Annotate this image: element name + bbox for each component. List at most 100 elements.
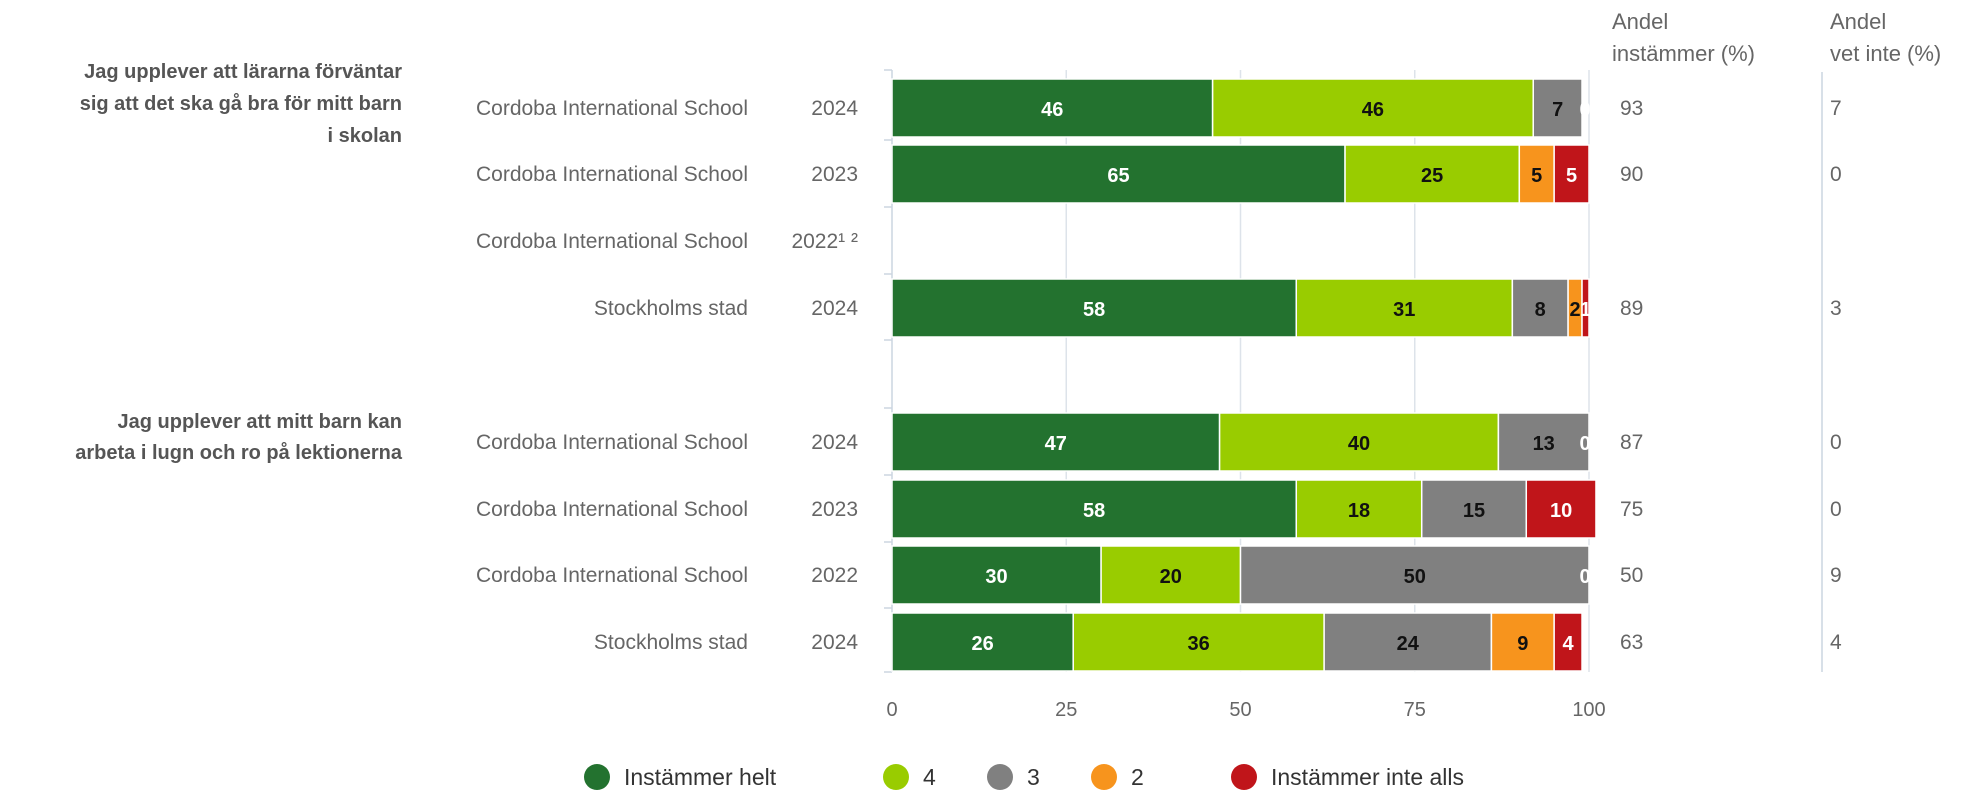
dontknow-value: 0	[1830, 431, 1842, 454]
bar-segment	[1511, 278, 1569, 338]
segment-label: 0	[1579, 566, 1590, 588]
segment-label: 58	[1083, 500, 1105, 522]
legend-marker[interactable]	[584, 764, 610, 790]
agree-value: 50	[1620, 564, 1643, 587]
row-school-label: Cordoba International School	[476, 564, 748, 587]
bar-segment	[1211, 78, 1534, 138]
bar-segment	[1295, 479, 1423, 539]
row-year-label: 2022¹ ²	[791, 230, 858, 253]
legend-label: Instämmer helt	[624, 764, 777, 790]
legend-label: 3	[1027, 764, 1040, 790]
row-school-label: Cordoba International School	[476, 163, 748, 186]
bar-segment	[1072, 612, 1325, 672]
segment-label: 25	[1421, 165, 1443, 187]
row-school-label: Cordoba International School	[476, 230, 748, 253]
segment-label: 46	[1362, 99, 1384, 121]
segment-label: 36	[1188, 633, 1210, 655]
header-dontknow-line2: vet inte (%)	[1830, 41, 1941, 66]
bar-segment	[1295, 278, 1514, 338]
row-school-label: Cordoba International School	[476, 498, 748, 521]
row-year-label: 2023	[811, 498, 858, 521]
bar-segment	[1497, 412, 1590, 472]
question-label: arbeta i lugn och ro på lektionerna	[75, 441, 403, 464]
segment-label: 8	[1535, 299, 1546, 321]
bar-segment	[891, 144, 1346, 204]
legend-marker[interactable]	[883, 764, 909, 790]
question-label: i skolan	[328, 125, 402, 147]
agree-value: 93	[1620, 97, 1643, 120]
bar-segment	[1420, 479, 1528, 539]
segment-label: 5	[1531, 165, 1542, 187]
row-school-label: Stockholms stad	[594, 297, 748, 320]
bar-segment	[1323, 612, 1493, 672]
row-year-label: 2024	[811, 297, 858, 320]
header-agree-line1: Andel	[1612, 9, 1668, 34]
segment-label: 20	[1160, 566, 1182, 588]
x-tick-label: 50	[1229, 699, 1251, 721]
dontknow-value: 9	[1830, 564, 1842, 587]
row-year-label: 2024	[811, 631, 858, 654]
agree-value: 75	[1620, 498, 1643, 521]
bar-segment	[1553, 612, 1583, 672]
segment-label: 4	[1563, 633, 1575, 655]
segment-label: 18	[1348, 500, 1370, 522]
x-tick-label: 0	[886, 699, 897, 721]
x-tick-label: 100	[1572, 699, 1605, 721]
segment-label: 47	[1045, 433, 1067, 455]
question-label: Jag upplever att mitt barn kan	[117, 411, 402, 433]
bar-segment	[891, 479, 1298, 539]
question-label: sig att det ska gå bra för mitt barn	[80, 92, 402, 115]
bar-segment	[891, 78, 1214, 138]
segment-label: 31	[1393, 299, 1415, 321]
question-label: Jag upplever att lärarna förväntar	[84, 61, 402, 83]
dontknow-value: 3	[1830, 297, 1842, 320]
segment-label: 9	[1517, 633, 1528, 655]
segment-label: 7	[1552, 99, 1563, 121]
bar-segment	[1525, 479, 1597, 539]
segment-label: 46	[1041, 99, 1063, 121]
row-school-label: Cordoba International School	[476, 97, 748, 120]
row-year-label: 2024	[811, 97, 858, 120]
segment-label: 58	[1083, 299, 1105, 321]
x-tick-label: 75	[1404, 699, 1426, 721]
row-school-label: Cordoba International School	[476, 431, 748, 454]
legend-label: Instämmer inte alls	[1271, 764, 1464, 790]
segment-label: 5	[1566, 165, 1577, 187]
x-tick-label: 25	[1055, 699, 1077, 721]
legend-marker[interactable]	[987, 764, 1013, 790]
legend-marker[interactable]	[1091, 764, 1117, 790]
dontknow-value: 0	[1830, 163, 1842, 186]
bar-segment	[1553, 144, 1590, 204]
row-year-label: 2024	[811, 431, 858, 454]
agree-value: 63	[1620, 631, 1643, 654]
bar-segment	[1344, 144, 1521, 204]
legend-label: 2	[1131, 764, 1144, 790]
header-dontknow-line1: Andel	[1830, 9, 1886, 34]
bar-segment	[1581, 278, 1590, 338]
bar-segment	[1532, 78, 1583, 138]
segment-label: 30	[985, 566, 1007, 588]
segment-label: 26	[971, 633, 993, 655]
bar-segment	[1239, 545, 1590, 605]
segment-label: 2	[1569, 299, 1580, 321]
dontknow-value: 0	[1830, 498, 1842, 521]
segment-label: 65	[1107, 165, 1129, 187]
row-school-label: Stockholms stad	[594, 631, 748, 654]
row-year-label: 2022	[811, 564, 858, 587]
segment-label: 24	[1397, 633, 1420, 655]
segment-label: 0	[1579, 99, 1590, 121]
agree-value: 89	[1620, 297, 1643, 320]
segment-label: 15	[1463, 500, 1485, 522]
dontknow-value: 7	[1830, 97, 1842, 120]
agree-value: 87	[1620, 431, 1643, 454]
legend-label: 4	[923, 764, 936, 790]
legend-marker[interactable]	[1231, 764, 1257, 790]
bar-segment	[891, 278, 1298, 338]
segment-label: 0	[1579, 433, 1590, 455]
segment-label: 13	[1533, 433, 1555, 455]
segment-label: 1	[1580, 299, 1591, 321]
agree-value: 90	[1620, 163, 1643, 186]
bar-segment	[891, 545, 1102, 605]
dontknow-value: 4	[1830, 631, 1842, 654]
